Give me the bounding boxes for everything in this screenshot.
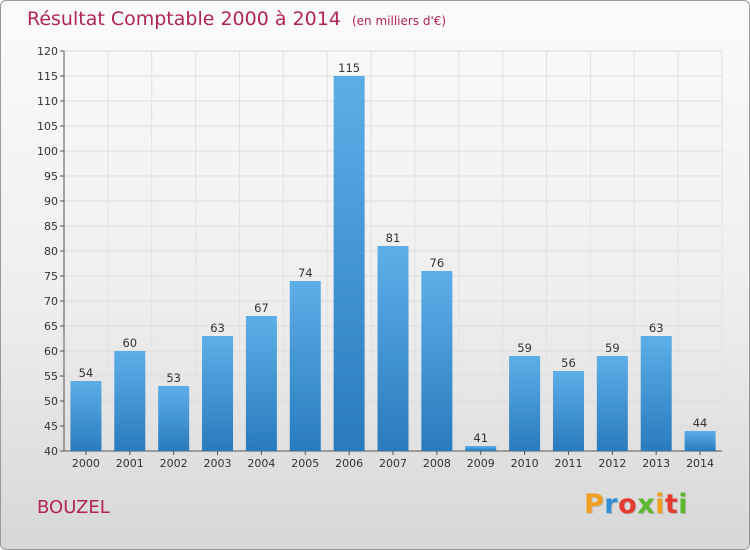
value-label: 67 — [254, 301, 269, 315]
y-tick-label: 50 — [44, 395, 58, 408]
logo-letter: P — [584, 489, 605, 520]
x-tick-label: 2012 — [598, 457, 626, 470]
value-label: 63 — [210, 321, 225, 335]
value-label: 53 — [166, 371, 181, 385]
x-tick-label: 2003 — [204, 457, 232, 470]
y-tick-label: 90 — [44, 195, 58, 208]
bar-layer — [70, 76, 716, 451]
y-tick-label: 45 — [44, 420, 58, 433]
bar-2006 — [333, 76, 365, 451]
bar-2003 — [202, 336, 234, 451]
y-tick-label: 120 — [37, 45, 58, 58]
x-tick-label: 2011 — [554, 457, 582, 470]
title-row: Résultat Comptable 2000 à 2014 (en milli… — [27, 8, 446, 30]
y-tick-label: 70 — [44, 295, 58, 308]
x-tick-label: 2008 — [423, 457, 451, 470]
x-tick-label: 2010 — [511, 457, 539, 470]
y-tick-label: 80 — [44, 245, 58, 258]
value-label: 81 — [386, 231, 401, 245]
bar-2001 — [114, 351, 146, 451]
y-tick-label: 85 — [44, 220, 58, 233]
label-layer: 54 60 53 63 67 74 115 81 76 41 59 56 59 63 44 — [79, 61, 708, 445]
bar-2007 — [377, 246, 409, 451]
value-label: 56 — [561, 356, 576, 370]
logo-letter: i — [678, 489, 689, 520]
x-tick-label: 2005 — [291, 457, 319, 470]
x-tick-label: 2001 — [116, 457, 144, 470]
bar-2014 — [684, 431, 716, 451]
x-tick-label: 2009 — [467, 457, 495, 470]
y-tick-label: 100 — [37, 145, 58, 158]
value-label: 115 — [338, 61, 360, 75]
y-tick-label: 55 — [44, 370, 58, 383]
value-label: 74 — [298, 266, 313, 280]
logo-letter: t — [664, 489, 679, 520]
y-tick-label: 105 — [37, 120, 58, 133]
proxiti-logo: Proxiti — [584, 489, 688, 520]
value-label: 76 — [430, 256, 445, 270]
y-tick-label: 115 — [37, 70, 58, 83]
value-label: 63 — [649, 321, 664, 335]
value-label: 59 — [605, 341, 620, 355]
x-tick-label: 2007 — [379, 457, 407, 470]
bar-2000 — [70, 381, 102, 451]
x-tick-label: 2002 — [160, 457, 188, 470]
value-label: 59 — [517, 341, 532, 355]
y-tick-label: 65 — [44, 320, 58, 333]
x-tick-label: 2013 — [642, 457, 670, 470]
value-label: 41 — [473, 431, 488, 445]
value-label: 60 — [122, 336, 137, 350]
bar-2010 — [509, 356, 541, 451]
bar-2013 — [640, 336, 672, 451]
y-tick-label: 75 — [44, 270, 58, 283]
bar-2002 — [158, 386, 190, 451]
commune-name: BOUZEL — [37, 497, 110, 518]
chart-subtitle: (en milliers d'€) — [351, 14, 447, 28]
value-label: 44 — [693, 416, 708, 430]
logo-letter: r — [604, 489, 619, 520]
x-tick-label: 2004 — [247, 457, 275, 470]
bar-2008 — [421, 271, 453, 451]
bar-2011 — [552, 371, 584, 451]
y-tick-label: 40 — [44, 445, 58, 458]
y-tick-label: 95 — [44, 170, 58, 183]
logo-letter: i — [655, 489, 665, 520]
y-tick-label: 60 — [44, 345, 58, 358]
y-tick-label: 110 — [37, 95, 58, 108]
logo-letter: x — [637, 489, 656, 520]
x-tick-label: 2006 — [335, 457, 363, 470]
bar-2009 — [465, 446, 497, 451]
bar-2012 — [596, 356, 628, 451]
value-label: 54 — [79, 366, 94, 380]
chart-title: Résultat Comptable 2000 à 2014 — [27, 8, 341, 30]
x-tick-label: 2014 — [686, 457, 714, 470]
logo-letter: o — [618, 489, 638, 520]
x-tick-label: 2000 — [72, 457, 100, 470]
bar-2004 — [245, 316, 277, 451]
bar-2005 — [289, 281, 321, 451]
